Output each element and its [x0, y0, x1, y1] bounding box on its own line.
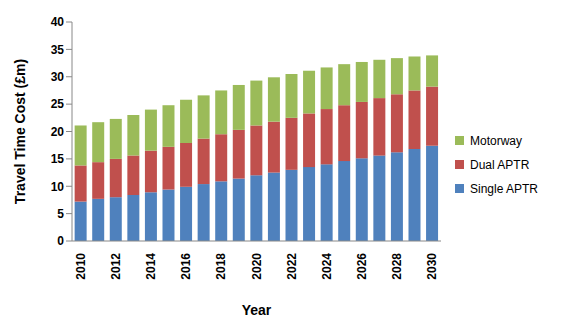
svg-text:40: 40 — [51, 15, 65, 29]
html-text:Motorway: Motorway — [470, 133, 522, 148]
svg-text:2012: 2012 — [109, 253, 123, 280]
svg-text:0: 0 — [57, 234, 64, 248]
svg-text:15: 15 — [51, 152, 65, 166]
svg-text:2026: 2026 — [355, 253, 369, 280]
svg-text:2014: 2014 — [144, 253, 158, 280]
svg-text:2016: 2016 — [179, 253, 193, 280]
svg-text:2030: 2030 — [425, 253, 439, 280]
svg-text:5: 5 — [57, 207, 64, 221]
svg-text:30: 30 — [51, 70, 65, 84]
svg-text:10: 10 — [51, 180, 65, 194]
html-text:Single APTR: Single APTR — [470, 181, 538, 196]
svg-text:2010: 2010 — [74, 253, 88, 280]
svg-text:2024: 2024 — [320, 253, 334, 280]
html-text:Dual APTR: Dual APTR — [470, 157, 530, 172]
svg-text:2018: 2018 — [214, 253, 228, 280]
svg-text:Travel Time Cost (£m): Travel Time Cost (£m) — [12, 59, 28, 204]
svg-text:25: 25 — [51, 97, 65, 111]
svg-text:20: 20 — [51, 125, 65, 139]
svg-text:Year: Year — [242, 302, 272, 318]
svg-text:2020: 2020 — [250, 253, 264, 280]
svg-text:2022: 2022 — [285, 253, 299, 280]
svg-text:35: 35 — [51, 43, 65, 57]
svg-text:2028: 2028 — [390, 253, 404, 280]
